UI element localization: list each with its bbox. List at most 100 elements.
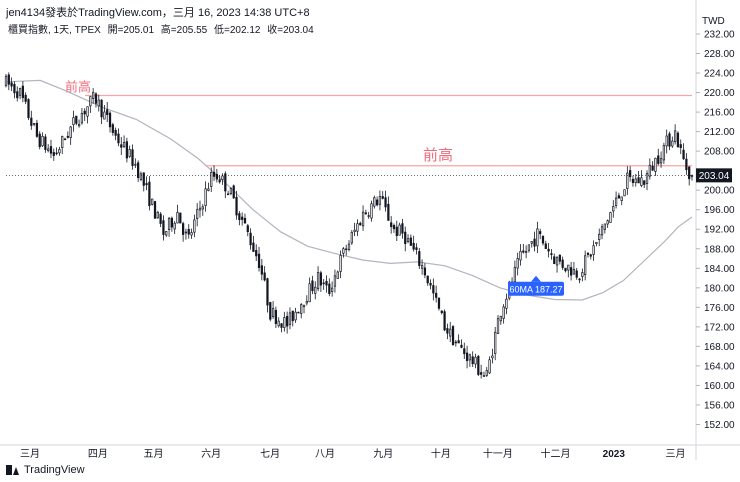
candle-down [255,250,258,257]
candle-up [294,311,297,321]
candle-down [435,292,438,298]
candle-down [280,323,283,328]
candle-up [41,135,44,147]
candle-down [238,213,241,221]
candle-up [165,231,168,236]
tradingview-logo[interactable]: TradingView [6,464,85,476]
candle-down [539,231,542,235]
tradingview-icon [6,465,20,475]
candle-up [555,257,559,266]
candle-up [336,271,339,279]
candle-up [134,163,137,166]
candle-up [370,203,373,219]
candle-up [659,158,663,164]
candle-down [44,136,47,150]
candle-down [460,344,463,348]
candle-down [94,93,98,104]
candle-up [626,172,629,189]
candle-up [80,112,84,124]
candle-down [446,328,449,334]
candle-up [584,255,587,276]
candle-up [207,188,210,191]
candle-up [156,211,159,219]
ma-label-box [508,281,564,296]
candle-down [241,216,244,220]
candle-up [485,370,488,376]
candle-down [226,193,230,196]
price-tick-label: 188.00 [704,244,735,255]
candle-up [420,265,424,269]
candle-up [204,188,207,206]
candle-down [463,348,466,355]
candle-up [690,175,694,178]
candle-up [449,328,452,337]
candle-down [432,285,435,294]
ma-60-line [5,79,693,301]
candle-up [398,224,401,236]
candle-down [547,248,550,252]
candle-down [10,82,13,87]
candle-down [153,201,157,219]
candle-up [283,317,286,328]
candle-up [288,312,292,325]
candle-down [409,237,412,246]
candle-up [367,215,370,217]
candle-down [569,267,573,276]
price-tick-label: 164.00 [704,361,735,372]
candle-up [193,219,196,233]
candle-down [162,220,165,235]
candle-down [55,152,58,155]
candle-down [274,309,278,325]
candle-up [271,308,275,318]
candle-down [401,223,404,234]
price-tick-label: 228.00 [704,49,735,60]
candle-up [595,241,598,244]
candle-down [13,83,16,94]
candle-down [617,195,621,199]
time-tick-label: 四月 [88,448,108,460]
candle-up [606,220,609,225]
candle-up [482,375,486,377]
candle-up [494,331,497,354]
candle-down [685,158,688,171]
price-tick-label: 196.00 [704,205,735,216]
candle-down [30,117,33,126]
candle-up [316,272,320,290]
candle-down [83,110,86,115]
candle-down [75,115,78,124]
candle-up [474,356,477,365]
resistance-annotation: 前高 [65,80,91,96]
candle-up [609,212,612,223]
time-tick-label: 六月 [201,448,221,460]
candle-down [451,326,455,346]
price-tick-label: 192.00 [704,225,735,236]
candle-up [167,217,171,231]
candle-up [151,198,154,205]
candle-up [32,123,36,125]
candle-up [353,229,356,233]
candle-up [603,223,606,230]
candle-down [325,280,328,286]
candle-down [437,297,441,309]
legend-high: 高=205.55 [160,25,208,36]
candle-down [120,144,123,148]
resistance-annotation: 前高 [423,146,453,164]
candle-up [614,197,618,206]
time-tick-label: 十二月 [540,447,570,460]
candle-down [291,310,294,322]
candle-up [356,223,359,232]
candle-up [654,157,657,172]
price-tick-label: 208.00 [704,147,735,158]
price-tick-label: 224.00 [704,69,735,80]
candle-down [631,178,635,183]
candle-down [454,341,457,344]
candle-down [657,155,660,164]
candle-up [373,197,376,207]
candle-down [35,122,39,137]
candle-down [643,180,646,185]
candle-up [519,250,522,261]
candle-up [502,306,505,319]
candle-down [235,196,238,216]
candle-down [243,217,247,224]
